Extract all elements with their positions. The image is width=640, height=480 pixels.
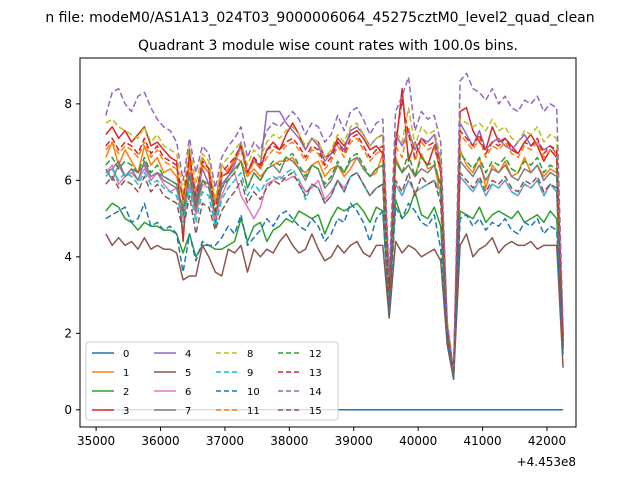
x-tick-label: 40000	[399, 434, 437, 448]
plot-lines	[105, 72, 564, 411]
x-axis: 35000 36000 37000 38000 39000 40000 41000 42000	[77, 427, 566, 448]
x-tick-label: 35000	[77, 434, 115, 448]
legend-label-15: 15	[309, 406, 322, 417]
legend-label-7: 7	[185, 406, 191, 417]
legend-label-2: 2	[123, 387, 129, 398]
y-tick-label: 4	[64, 250, 72, 264]
x-tick-label: 41000	[464, 434, 502, 448]
series-line-12	[105, 152, 564, 377]
figure-suptitle: n file: modeM0/AS1A13_024T03_9000006064_…	[45, 10, 594, 26]
series-line-11	[105, 126, 564, 373]
series-line-7	[105, 156, 564, 377]
x-tick-label: 36000	[141, 434, 179, 448]
chart-title: Quadrant 3 module wise count rates with …	[138, 38, 518, 54]
y-tick-label: 8	[64, 97, 72, 111]
series-line-15	[105, 171, 564, 377]
legend-label-13: 13	[309, 368, 322, 379]
legend-label-3: 3	[123, 406, 129, 417]
x-tick-label: 37000	[206, 434, 244, 448]
legend-label-11: 11	[247, 406, 260, 417]
y-tick-label: 6	[64, 173, 72, 187]
legend-label-6: 6	[185, 387, 191, 398]
y-axis: 0 2 4 6 8	[64, 97, 80, 417]
legend-label-12: 12	[309, 349, 322, 360]
series-line-5	[105, 233, 564, 380]
x-offset-label: +4.453e8	[517, 455, 576, 469]
legend-label-8: 8	[247, 349, 253, 360]
x-tick-label: 38000	[270, 434, 308, 448]
series-line-9	[105, 168, 564, 377]
y-tick-label: 0	[64, 403, 72, 417]
legend-label-10: 10	[247, 387, 260, 398]
series-line-10	[105, 202, 564, 380]
series-line-8	[105, 106, 564, 373]
legend-box	[85, 341, 339, 421]
x-tick-label: 39000	[335, 434, 373, 448]
legend-label-14: 14	[309, 387, 322, 398]
legend-label-0: 0	[123, 349, 129, 360]
legend-label-5: 5	[185, 368, 191, 379]
x-tick-label: 42000	[528, 434, 566, 448]
series-line-2	[105, 191, 564, 377]
axes-frame	[79, 57, 577, 428]
series-line-13	[105, 99, 564, 373]
series-line-14	[105, 72, 564, 373]
legend-label-9: 9	[247, 368, 253, 379]
y-tick-label: 2	[64, 326, 72, 340]
legend-label-4: 4	[185, 349, 191, 360]
legend-label-1: 1	[123, 368, 129, 379]
